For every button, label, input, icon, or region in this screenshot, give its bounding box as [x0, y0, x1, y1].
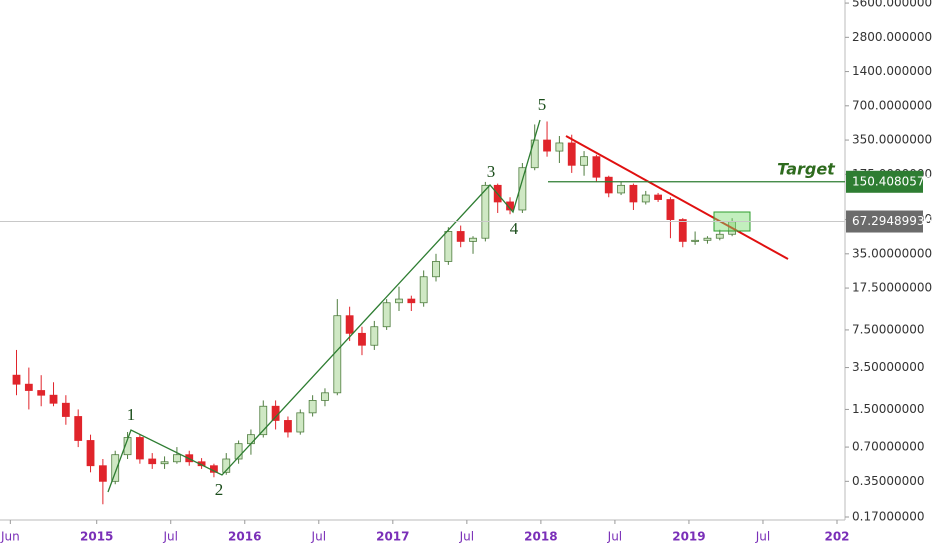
- candle-body: [469, 237, 477, 242]
- x-tick-label: Jul: [459, 530, 474, 544]
- candle-body: [407, 298, 416, 304]
- candle-body: [259, 405, 268, 436]
- candle-body: [592, 156, 601, 178]
- y-tick-label: 1.50000000: [852, 402, 925, 416]
- x-tick-label: 2016: [228, 530, 261, 544]
- candle-body: [617, 184, 625, 194]
- price-label-box: [846, 170, 923, 193]
- trend-line: [565, 135, 789, 260]
- candle-body: [234, 443, 243, 460]
- candle-body: [173, 454, 181, 463]
- price-label: 67.29489936: [852, 214, 932, 228]
- x-tick-label: Jul: [607, 530, 622, 544]
- x-tick-label: 2019: [672, 530, 705, 544]
- wave-label: 3: [487, 162, 496, 181]
- candle-body: [12, 374, 21, 385]
- candle-body: [567, 142, 576, 166]
- candle-body: [580, 156, 588, 166]
- price-label: 150.40805752: [852, 174, 932, 188]
- y-tick-label: 5600.00000000: [852, 0, 932, 10]
- candle-body: [604, 176, 613, 194]
- candle-body: [321, 392, 329, 401]
- candle-body: [345, 315, 354, 334]
- candle-body: [111, 454, 120, 482]
- candle-body: [555, 142, 564, 152]
- candle-body: [160, 461, 169, 465]
- x-tick-label: 202: [824, 530, 849, 544]
- candle-body: [296, 412, 305, 433]
- candle-body: [518, 167, 527, 211]
- candle-body: [333, 315, 342, 394]
- elliott-wave-line: [107, 119, 541, 493]
- y-tick-label: 350.00000000: [852, 133, 932, 147]
- wave-label: 1: [127, 405, 136, 424]
- candle-body: [98, 465, 107, 482]
- y-tick-label: 3.50000000: [852, 360, 925, 374]
- candle-body: [308, 400, 317, 414]
- candle-body: [370, 326, 379, 346]
- candle-body: [654, 194, 662, 200]
- wave-label: 5: [538, 95, 547, 114]
- candle-body: [481, 184, 490, 239]
- x-tick-label: 2015: [80, 530, 113, 544]
- y-tick-label: 0.35000000: [852, 474, 925, 488]
- candle-body: [432, 261, 440, 278]
- x-tick-label: 2017: [376, 530, 409, 544]
- price-label-box: [846, 210, 923, 233]
- candle-body: [86, 440, 95, 467]
- candle-body: [37, 390, 46, 396]
- candle-body: [284, 420, 292, 433]
- candle-body: [148, 458, 157, 465]
- candle-body: [629, 184, 638, 203]
- candle-body: [247, 434, 255, 445]
- wave-label: 4: [510, 219, 519, 238]
- y-tick-label: 7.50000000: [852, 322, 925, 336]
- candle-body: [506, 201, 514, 211]
- y-tick-label: 0.17000000: [852, 510, 925, 524]
- candle-body: [135, 437, 144, 460]
- y-tick-label: 2800.00000000: [852, 30, 932, 44]
- candle-body: [715, 233, 724, 239]
- candle-body: [24, 383, 33, 391]
- wave-label: 2: [215, 480, 224, 499]
- candle-body: [703, 237, 712, 241]
- candle-body: [444, 231, 453, 262]
- x-tick-label: Jul: [755, 530, 770, 544]
- candle-body: [678, 219, 687, 242]
- candle-body: [74, 416, 83, 441]
- x-tick-label: 2018: [524, 530, 557, 544]
- candle-body: [271, 405, 280, 421]
- x-tick-label: Jul: [162, 530, 177, 544]
- candle-body: [456, 231, 465, 242]
- candle-body: [419, 276, 428, 304]
- candle-body: [382, 302, 391, 328]
- candle-body: [691, 239, 700, 242]
- y-tick-label: 1400.00000000: [852, 64, 932, 78]
- candle-body: [641, 194, 650, 203]
- candle-body: [61, 402, 70, 417]
- candle-body: [666, 199, 675, 220]
- y-tick-label: 700.00000000: [852, 98, 932, 112]
- y-tick-label: 35.00000000: [852, 246, 932, 260]
- y-tick-label: 17.50000000: [852, 281, 932, 295]
- candle-body: [49, 394, 58, 404]
- y-tick-label: 0.70000000: [852, 440, 925, 454]
- candle-body: [395, 298, 403, 304]
- candle-body: [358, 332, 366, 346]
- target-label: Target: [777, 160, 836, 179]
- candle-body: [543, 139, 551, 152]
- x-tick-label: Jun: [0, 530, 20, 544]
- plot-area: [12, 121, 737, 505]
- x-tick-label: Jul: [311, 530, 326, 544]
